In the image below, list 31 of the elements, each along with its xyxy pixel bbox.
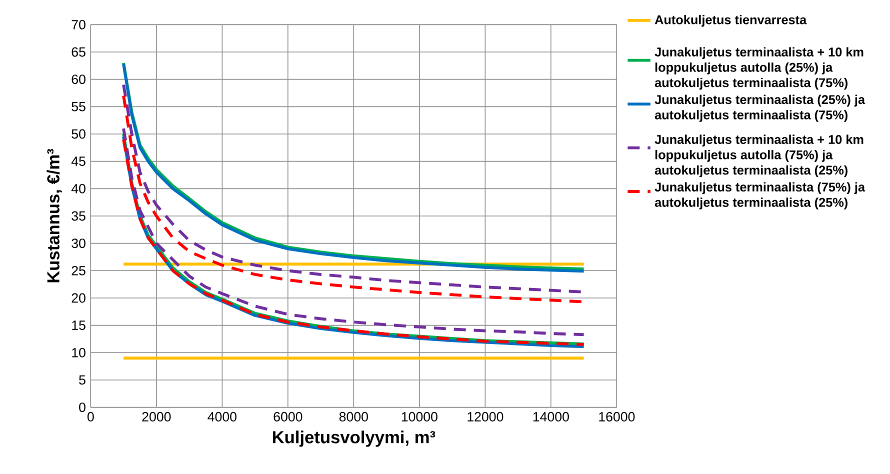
x-tick-label: 12000	[468, 412, 504, 422]
y-tick-label: 40	[71, 184, 86, 194]
y-tick-label: 50	[72, 129, 86, 139]
y-tick-label: 20	[72, 293, 86, 303]
x-tick-label: 10000	[402, 412, 438, 422]
legend-label: Junakuljetus terminaalista (75%) ja autokuljetus terminaalista (25%)	[654, 182, 866, 210]
y-axis-title: Kustannus, €/m³	[46, 148, 62, 282]
y-tick-label: 35	[72, 211, 86, 221]
x-axis-title: Kuljetusvolyymi, m³	[272, 430, 436, 447]
x-tick-label: 2000	[142, 412, 171, 422]
y-tick-label: 70	[72, 20, 86, 30]
legend-label: Junakuljetus terminaalista + 10 km loppukuljetus autolla (75%) ja autokuljetus terminaalista (25%)	[654, 134, 864, 178]
x-tick-label: 4000	[208, 412, 236, 422]
legend-label: Junakuljetus terminaalista (25%) ja autokuljetus terminaalista (75%)	[654, 94, 866, 122]
y-tick-label: 5	[79, 375, 86, 385]
legend-label: Junakuljetus terminaalista + 10 km loppukuljetus autolla (25%) ja autokuljetus terminaalista (75%)	[654, 47, 864, 90]
y-tick-label: 45	[71, 156, 86, 166]
x-tick-label: 6000	[274, 412, 302, 422]
x-tick-label: 14000	[533, 412, 569, 422]
y-tick-label: 55	[72, 102, 86, 112]
y-tick-label: 10	[72, 348, 86, 358]
legend-label: Autokuljetus tienvarresta	[654, 14, 807, 27]
x-tick-label: 8000	[339, 412, 368, 422]
y-tick-label: 30	[72, 238, 86, 248]
y-tick-label: 15	[72, 320, 86, 330]
y-tick-label: 0	[79, 402, 86, 412]
y-tick-label: 25	[72, 266, 86, 276]
y-tick-label: 65	[72, 47, 86, 57]
x-tick-label: 16000	[599, 412, 635, 422]
y-tick-label: 60	[72, 74, 86, 84]
x-tick-label: 0	[87, 412, 94, 422]
